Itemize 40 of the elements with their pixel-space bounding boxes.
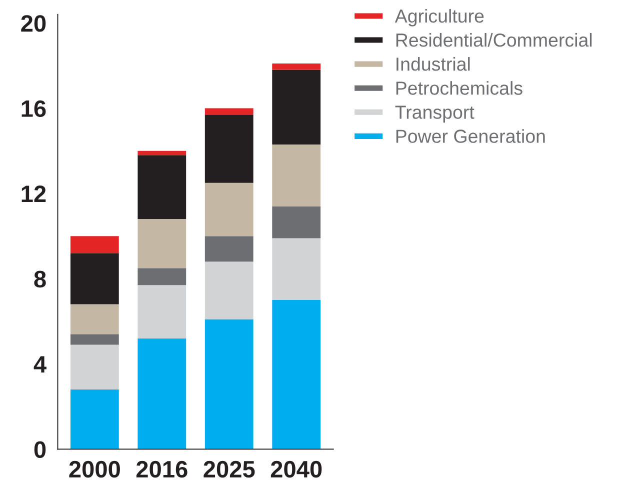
x-tick-label: 2040 — [270, 460, 322, 478]
bar — [70, 334, 119, 345]
bar — [272, 70, 321, 144]
legend-label: Power Generation — [396, 129, 545, 143]
bar — [138, 150, 186, 156]
bar — [204, 114, 254, 183]
legend-label: Petrochemicals — [396, 81, 522, 95]
bar — [204, 182, 254, 236]
y-tick-label: 12 — [22, 186, 46, 202]
bar — [204, 236, 254, 262]
bar — [204, 262, 254, 320]
legend-label: Agriculture — [394, 8, 484, 26]
legend-label: Industrial — [396, 57, 470, 71]
bar — [138, 155, 186, 220]
y-tick-label: 0 — [34, 441, 46, 458]
bar — [70, 344, 119, 390]
bar — [138, 219, 186, 268]
x-tick-label: 2000 — [69, 460, 120, 478]
legend-label: Residential/Commercial — [396, 32, 592, 47]
bar — [70, 253, 119, 304]
bar — [138, 285, 186, 338]
bar — [272, 238, 321, 300]
bar — [272, 300, 321, 450]
x-tick-label: 2016 — [136, 460, 188, 478]
bar — [138, 268, 186, 286]
bar — [204, 108, 254, 115]
bar — [272, 64, 321, 70]
y-tick-label: 4 — [34, 356, 46, 373]
y-tick-label: 8 — [34, 270, 46, 288]
bar — [272, 206, 321, 238]
x-tick-label: 2025 — [204, 460, 255, 478]
bar — [272, 144, 321, 206]
bar — [70, 236, 119, 254]
y-tick-label: 20 — [21, 15, 46, 32]
bar — [70, 304, 119, 334]
bar — [138, 338, 186, 450]
legend-label: Transport — [395, 106, 474, 123]
bar — [70, 390, 119, 450]
y-tick-label: 16 — [22, 100, 46, 118]
bar — [204, 319, 254, 450]
